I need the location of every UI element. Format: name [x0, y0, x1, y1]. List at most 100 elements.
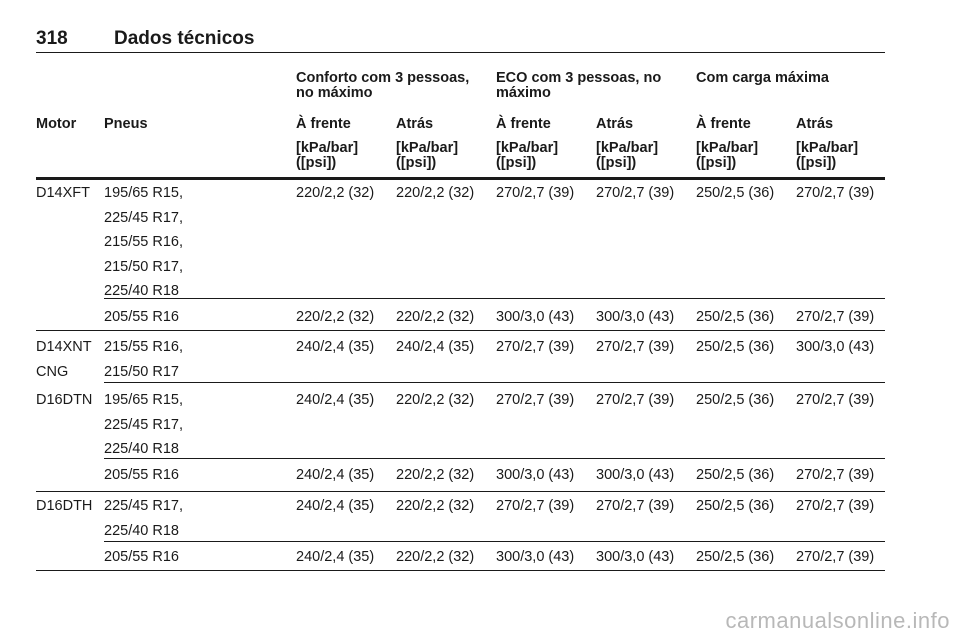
unit-line-psi: ([psi])	[596, 155, 637, 171]
tire-size: 225/40 R18	[104, 283, 179, 299]
pressure-value: 270/2,7 (39)	[796, 392, 875, 408]
pressure-value: 240/2,4 (35)	[296, 549, 375, 565]
pressure-value: 270/2,7 (39)	[796, 185, 875, 201]
pressure-value: 270/2,7 (39)	[496, 392, 575, 408]
pressure-value: 270/2,7 (39)	[596, 498, 675, 514]
unit-header: [kPa/bar] ([psi])	[496, 141, 558, 171]
tires-cell: 205/55 R16	[104, 545, 179, 570]
pressure-value: 220/2,2 (32)	[296, 309, 375, 325]
pressure-value: 270/2,7 (39)	[496, 185, 575, 201]
pressure-value: 220/2,2 (32)	[396, 467, 475, 483]
group-header-max-load: Com carga máxima	[696, 70, 829, 86]
tire-size: 215/55 R16,	[104, 339, 184, 355]
pressure-value: 220/2,2 (32)	[396, 549, 475, 565]
column-header-rear: Atrás	[596, 116, 634, 132]
group-header-eco: ECO com 3 pessoas, no máximo	[496, 70, 662, 101]
tires-cell: 195/65 R15, 225/45 R17, 215/55 R16, 215/50 …	[104, 181, 183, 304]
pressure-value: 270/2,7 (39)	[496, 498, 575, 514]
pressure-value: 270/2,7 (39)	[596, 185, 675, 201]
tire-size: 205/55 R16	[104, 549, 179, 565]
pressure-value: 250/2,5 (36)	[696, 392, 775, 408]
motor-cell: D14XNT CNG	[36, 335, 92, 384]
pressure-value: 270/2,7 (39)	[796, 498, 875, 514]
pressure-value: 270/2,7 (39)	[796, 467, 875, 483]
unit-line-psi: ([psi])	[496, 155, 537, 171]
motor-cell: D16DTH	[36, 494, 92, 519]
tire-size: 215/50 R17,	[104, 258, 184, 275]
group-header-comfort: Conforto com 3 pessoas, no máximo	[296, 70, 470, 101]
pressure-value: 220/2,2 (32)	[396, 309, 475, 325]
unit-line-psi: ([psi])	[696, 155, 737, 171]
column-header-front: À frente	[296, 116, 351, 132]
unit-line-psi: ([psi])	[296, 155, 337, 171]
column-header-motor: Motor	[36, 116, 77, 132]
pressure-value: 300/3,0 (43)	[596, 549, 675, 565]
tire-size: 205/55 R16	[104, 309, 179, 325]
motor-cell: D14XFT	[36, 181, 90, 206]
tires-cell: 215/55 R16, 215/50 R17	[104, 335, 183, 384]
tire-size: 215/50 R17	[104, 363, 179, 380]
pressure-value: 220/2,2 (32)	[396, 498, 475, 514]
pressure-value: 270/2,7 (39)	[796, 309, 875, 325]
motor-cell: D16DTN	[36, 388, 92, 413]
pressure-value: 300/3,0 (43)	[496, 467, 575, 483]
tire-size: 205/55 R16	[104, 467, 179, 483]
unit-line-kpa-bar: [kPa/bar]	[496, 140, 559, 156]
motor-name: D14XNT	[36, 339, 92, 355]
motor-name: CNG	[36, 363, 69, 380]
tire-size: 225/45 R17,	[104, 498, 184, 514]
pressure-value: 270/2,7 (39)	[596, 392, 675, 408]
pressure-value: 220/2,2 (32)	[396, 392, 475, 408]
tires-cell: 205/55 R16	[104, 463, 179, 488]
pressure-value: 300/3,0 (43)	[596, 467, 675, 483]
tire-size: 225/45 R17,	[104, 209, 184, 226]
unit-header: [kPa/bar] ([psi])	[296, 141, 358, 171]
pressure-value: 300/3,0 (43)	[496, 309, 575, 325]
page-number: 318	[36, 28, 68, 49]
unit-line-kpa-bar: [kPa/bar]	[796, 140, 859, 156]
row-divider	[36, 570, 885, 571]
column-header-tires: Pneus	[104, 116, 148, 132]
pressure-value: 270/2,7 (39)	[596, 339, 675, 355]
pressure-value: 220/2,2 (32)	[396, 185, 475, 201]
pressure-value: 240/2,4 (35)	[296, 392, 375, 408]
row-divider	[104, 298, 885, 299]
tires-cell: 225/45 R17, 225/40 R18	[104, 494, 183, 543]
unit-header: [kPa/bar] ([psi])	[796, 141, 858, 171]
unit-line-kpa-bar: [kPa/bar]	[296, 140, 359, 156]
tires-cell: 195/65 R15, 225/45 R17, 225/40 R18	[104, 388, 183, 462]
pressure-value: 240/2,4 (35)	[296, 467, 375, 483]
pressure-value: 250/2,5 (36)	[696, 498, 775, 514]
row-divider	[104, 541, 885, 542]
pressure-value: 240/2,4 (35)	[296, 498, 375, 514]
unit-line-psi: ([psi])	[396, 155, 437, 171]
column-header-front: À frente	[496, 116, 551, 132]
unit-header: [kPa/bar] ([psi])	[696, 141, 758, 171]
column-header-front: À frente	[696, 116, 751, 132]
tire-size: 225/40 R18	[104, 522, 179, 539]
pressure-value: 240/2,4 (35)	[396, 339, 475, 355]
pressure-value: 300/3,0 (43)	[796, 339, 875, 355]
pressure-value: 270/2,7 (39)	[796, 549, 875, 565]
column-header-rear: Atrás	[396, 116, 434, 132]
motor-name: D14XFT	[36, 185, 90, 201]
pressure-value: 250/2,5 (36)	[696, 467, 775, 483]
motor-name: D16DTN	[36, 392, 93, 408]
unit-line-psi: ([psi])	[796, 155, 837, 171]
pressure-value: 240/2,4 (35)	[296, 339, 375, 355]
header-rule	[36, 177, 885, 180]
pressure-value: 250/2,5 (36)	[696, 185, 775, 201]
row-divider	[104, 458, 885, 459]
motor-name: D16DTH	[36, 498, 93, 514]
unit-line-kpa-bar: [kPa/bar]	[596, 140, 659, 156]
page-title: Dados técnicos	[114, 28, 255, 49]
pressure-value: 250/2,5 (36)	[696, 309, 775, 325]
watermark: carmanualsonline.info	[725, 608, 950, 633]
column-header-rear: Atrás	[796, 116, 834, 132]
pressure-value: 250/2,5 (36)	[696, 339, 775, 355]
tire-size: 215/55 R16,	[104, 234, 184, 250]
pressure-value: 270/2,7 (39)	[496, 339, 575, 355]
tire-size: 195/65 R15,	[104, 392, 184, 408]
row-divider	[104, 382, 885, 383]
tires-cell: 205/55 R16	[104, 305, 179, 330]
